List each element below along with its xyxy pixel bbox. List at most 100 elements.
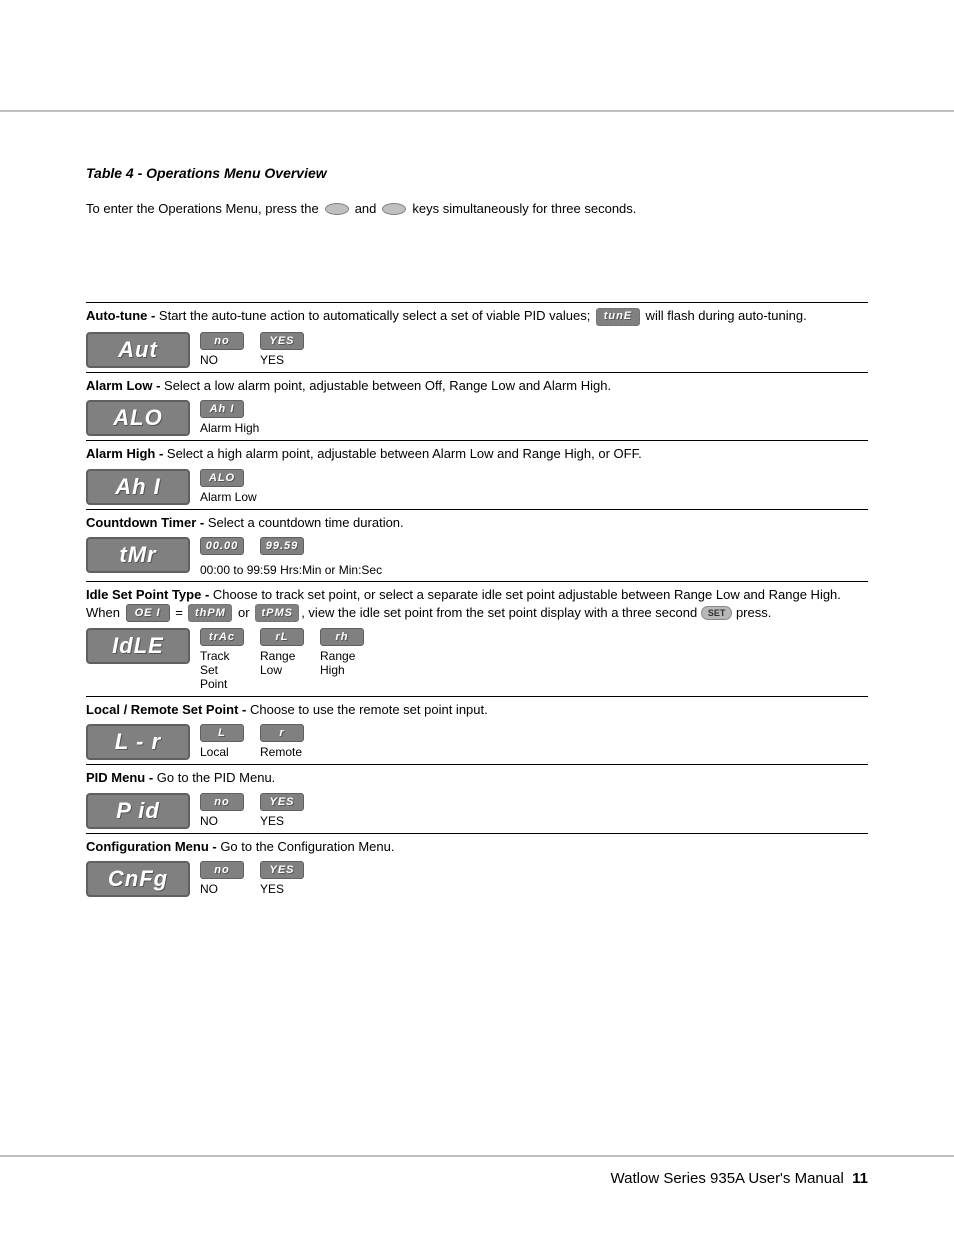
row-local-remote: Local / Remote Set Point - Choose to use…	[86, 697, 868, 765]
row-desc: Local / Remote Set Point - Choose to use…	[86, 701, 868, 719]
label-yes: YES	[260, 354, 284, 368]
row-desc: Alarm Low - Select a low alarm point, ad…	[86, 377, 868, 395]
d3: or	[234, 605, 253, 620]
opt-9959: 99.59	[260, 537, 312, 555]
options: ALO Alarm Low	[200, 469, 868, 505]
param-display-alo: ALO	[86, 400, 190, 436]
opt-no: no NO	[200, 332, 252, 368]
label-no: NO	[200, 354, 218, 368]
desc: Go to the PID Menu.	[153, 770, 275, 785]
page-content: Table 4 - Operations Menu Overview To en…	[86, 165, 868, 901]
row-countdown-timer: Countdown Timer - Select a countdown tim…	[86, 510, 868, 582]
chip-rl: rL	[260, 628, 304, 646]
inline-chip-thpm: thPM	[188, 604, 232, 622]
menu-table: Auto-tune - Start the auto-tune action t…	[86, 302, 868, 901]
label-no: NO	[200, 883, 218, 897]
intro-mid: and	[355, 201, 377, 216]
opt-rh: rh Range High	[320, 628, 372, 678]
opt-remote: r Remote	[260, 724, 312, 760]
row-desc: Idle Set Point Type - Choose to track se…	[86, 586, 868, 622]
label-ahi: Alarm High	[200, 422, 259, 436]
opt-0000: 00.00	[200, 537, 252, 555]
row-body: tMr 00.00 99.59 00:00 to 99:59 Hrs:Min o…	[86, 537, 868, 577]
row-body: IdLE trAc Track Set Point rL Range Low r…	[86, 628, 868, 691]
row-title: Auto-tune -	[86, 308, 155, 323]
label-yes: YES	[260, 883, 284, 897]
chip-no: no	[200, 332, 244, 350]
row-body: P id no NO YES YES	[86, 793, 868, 829]
intro-post: keys simultaneously for three seconds.	[412, 201, 636, 216]
row-desc: PID Menu - Go to the PID Menu.	[86, 769, 868, 787]
label-yes: YES	[260, 815, 284, 829]
options: L Local r Remote	[200, 724, 868, 760]
row-title: Alarm Low -	[86, 378, 160, 393]
chip-local: L	[200, 724, 244, 742]
row-pid-menu: PID Menu - Go to the PID Menu. P id no N…	[86, 765, 868, 833]
desc: Go to the Configuration Menu.	[217, 839, 395, 854]
param-display-cnfg: CnFg	[86, 861, 190, 897]
param-display-idle: IdLE	[86, 628, 190, 664]
d5: press.	[732, 605, 771, 620]
range-text: 00:00 to 99:59 Hrs:Min or Min:Sec	[200, 559, 868, 577]
chip-no: no	[200, 793, 244, 811]
d4: , view the idle set point from the set p…	[301, 605, 701, 620]
row-title: Alarm High -	[86, 446, 163, 461]
chip-9959: 99.59	[260, 537, 304, 555]
row-alarm-high: Alarm High - Select a high alarm point, …	[86, 441, 868, 509]
table-title: Table 4 - Operations Menu Overview	[86, 165, 868, 181]
row-desc: Countdown Timer - Select a countdown tim…	[86, 514, 868, 532]
chip-rh: rh	[320, 628, 364, 646]
chip-no: no	[200, 861, 244, 879]
desc: Select a low alarm point, adjustable bet…	[160, 378, 611, 393]
opt-rl: rL Range Low	[260, 628, 312, 678]
inline-chip-oe1: OE I	[126, 604, 170, 622]
desc: Select a countdown time duration.	[204, 515, 403, 530]
chip-0000: 00.00	[200, 537, 244, 555]
label-rl: Range Low	[260, 650, 295, 678]
label-rh: Range High	[320, 650, 355, 678]
param-display-tmr: tMr	[86, 537, 190, 573]
row-alarm-low: Alarm Low - Select a low alarm point, ad…	[86, 373, 868, 441]
opt-yes: YES YES	[260, 332, 312, 368]
row-body: L - r L Local r Remote	[86, 724, 868, 760]
options: trAc Track Set Point rL Range Low rh Ran…	[200, 628, 868, 691]
options: no NO YES YES	[200, 332, 868, 368]
row-body: Ah I ALO Alarm Low	[86, 469, 868, 505]
label-remote: Remote	[260, 746, 302, 760]
down-key-icon	[382, 203, 406, 215]
intro-text: To enter the Operations Menu, press the …	[86, 201, 868, 216]
page-footer: Watlow Series 935A User's Manual 11	[611, 1170, 868, 1187]
label-trac: Track Set Point	[200, 650, 230, 691]
row-auto-tune: Auto-tune - Start the auto-tune action t…	[86, 303, 868, 372]
chip-yes: YES	[260, 793, 304, 811]
opt-trac: trAc Track Set Point	[200, 628, 252, 691]
label-no: NO	[200, 815, 218, 829]
opt-no: no NO	[200, 861, 252, 897]
row-desc: Configuration Menu - Go to the Configura…	[86, 838, 868, 856]
header-rule	[0, 110, 954, 112]
row-desc: Auto-tune - Start the auto-tune action t…	[86, 307, 868, 326]
opt-ahi: Ah I Alarm High	[200, 400, 259, 436]
row-title: Local / Remote Set Point -	[86, 702, 246, 717]
param-display-aut: Aut	[86, 332, 190, 368]
chip-ahi: Ah I	[200, 400, 244, 418]
opt-local: L Local	[200, 724, 252, 760]
param-display-pid: P id	[86, 793, 190, 829]
param-display-ahi: Ah I	[86, 469, 190, 505]
row-body: CnFg no NO YES YES	[86, 861, 868, 897]
options: no NO YES YES	[200, 861, 868, 897]
row-title: PID Menu -	[86, 770, 153, 785]
opt-no: no NO	[200, 793, 252, 829]
chip-yes: YES	[260, 332, 304, 350]
opt-yes: YES YES	[260, 793, 312, 829]
page-number: 11	[852, 1170, 868, 1187]
row-title: Countdown Timer -	[86, 515, 204, 530]
up-key-icon	[325, 203, 349, 215]
footer-rule	[0, 1155, 954, 1157]
chip-alo: ALO	[200, 469, 244, 487]
options: 00.00 99.59 00:00 to 99:59 Hrs:Min or Mi…	[200, 537, 868, 577]
row-idle-set-point: Idle Set Point Type - Choose to track se…	[86, 582, 868, 696]
desc: Choose to use the remote set point input…	[246, 702, 487, 717]
row-body: Aut no NO YES YES	[86, 332, 868, 368]
opt-alo: ALO Alarm Low	[200, 469, 257, 505]
